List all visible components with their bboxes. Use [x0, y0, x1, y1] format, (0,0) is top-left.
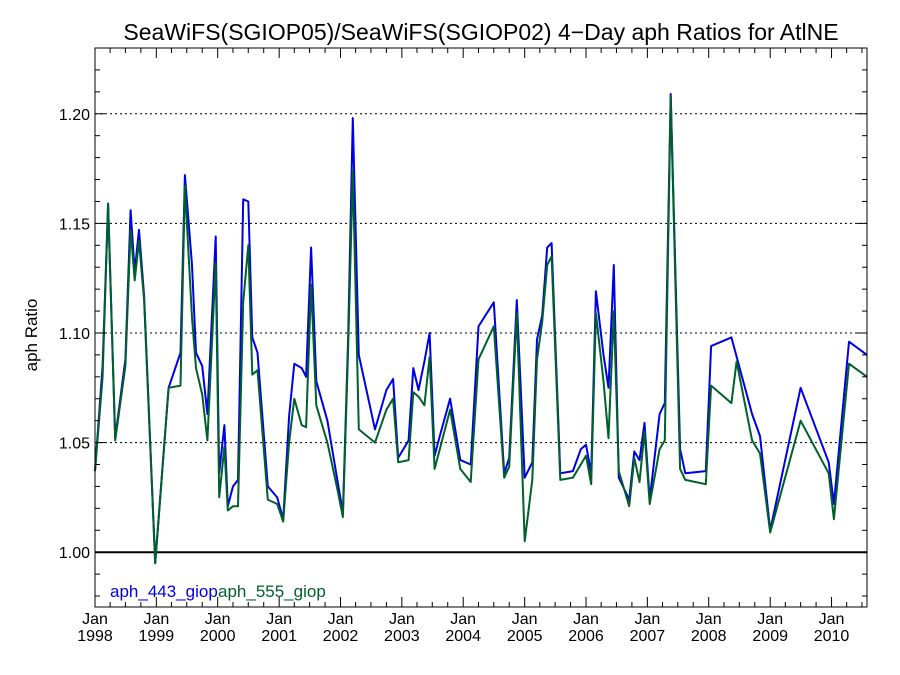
grid-lines — [95, 113, 867, 444]
x-tick-label-month-9: Jan — [634, 611, 660, 628]
legend-label-aph_555_giop: aph_555_giop — [218, 582, 326, 601]
y-axis-label: aph Ratio — [22, 299, 41, 372]
x-tick-label-month-11: Jan — [757, 611, 783, 628]
x-tick-label-month-3: Jan — [266, 611, 292, 628]
series-line-aph_443_giop — [94, 93, 868, 565]
x-tick-label-year-4: 2002 — [323, 628, 359, 645]
x-tick-label-month-6: Jan — [450, 611, 476, 628]
x-tick-label-month-1: Jan — [143, 611, 169, 628]
x-tick-label-year-5: 2003 — [384, 628, 420, 645]
x-tick-label-year-10: 2008 — [691, 628, 727, 645]
x-tick-label-year-6: 2004 — [445, 628, 481, 645]
legend-label-aph_443_giop: aph_443_giop — [110, 582, 218, 601]
x-tick-label-month-4: Jan — [328, 611, 354, 628]
x-tick-label-year-2: 2000 — [200, 628, 236, 645]
x-tick-label-year-7: 2005 — [507, 628, 543, 645]
y-tick-label-4: 1.20 — [59, 107, 90, 124]
legend: aph_443_giop aph_555_giop — [110, 582, 326, 601]
y-tick-label-1: 1.05 — [59, 436, 90, 453]
x-tick-label-month-8: Jan — [573, 611, 599, 628]
series-line-aph_555_giop — [94, 95, 868, 565]
x-tick-label-year-11: 2009 — [752, 628, 788, 645]
x-tick-label-month-12: Jan — [819, 611, 845, 628]
series-lines — [94, 93, 868, 565]
x-tick-label-year-0: 1998 — [77, 628, 113, 645]
x-tick-label-year-3: 2001 — [261, 628, 297, 645]
y-tick-label-3: 1.15 — [59, 216, 90, 233]
x-tick-label-month-5: Jan — [389, 611, 415, 628]
x-tick-label-month-10: Jan — [696, 611, 722, 628]
axes: 1.001.051.101.151.20Jan1998Jan1999Jan200… — [59, 47, 868, 645]
x-tick-label-month-7: Jan — [512, 611, 538, 628]
y-tick-label-0: 1.00 — [59, 545, 90, 562]
x-tick-label-year-8: 2006 — [568, 628, 604, 645]
x-tick-label-month-2: Jan — [205, 611, 231, 628]
x-tick-label-year-1: 1999 — [139, 628, 175, 645]
y-tick-label-2: 1.10 — [59, 326, 90, 343]
x-tick-label-year-9: 2007 — [630, 628, 666, 645]
x-tick-label-month-0: Jan — [82, 611, 108, 628]
plot-frame — [94, 47, 868, 608]
chart-title: SeaWiFS(SGIOP05)/SeaWiFS(SGIOP02) 4−Day … — [123, 19, 838, 45]
x-tick-label-year-12: 2010 — [814, 628, 850, 645]
